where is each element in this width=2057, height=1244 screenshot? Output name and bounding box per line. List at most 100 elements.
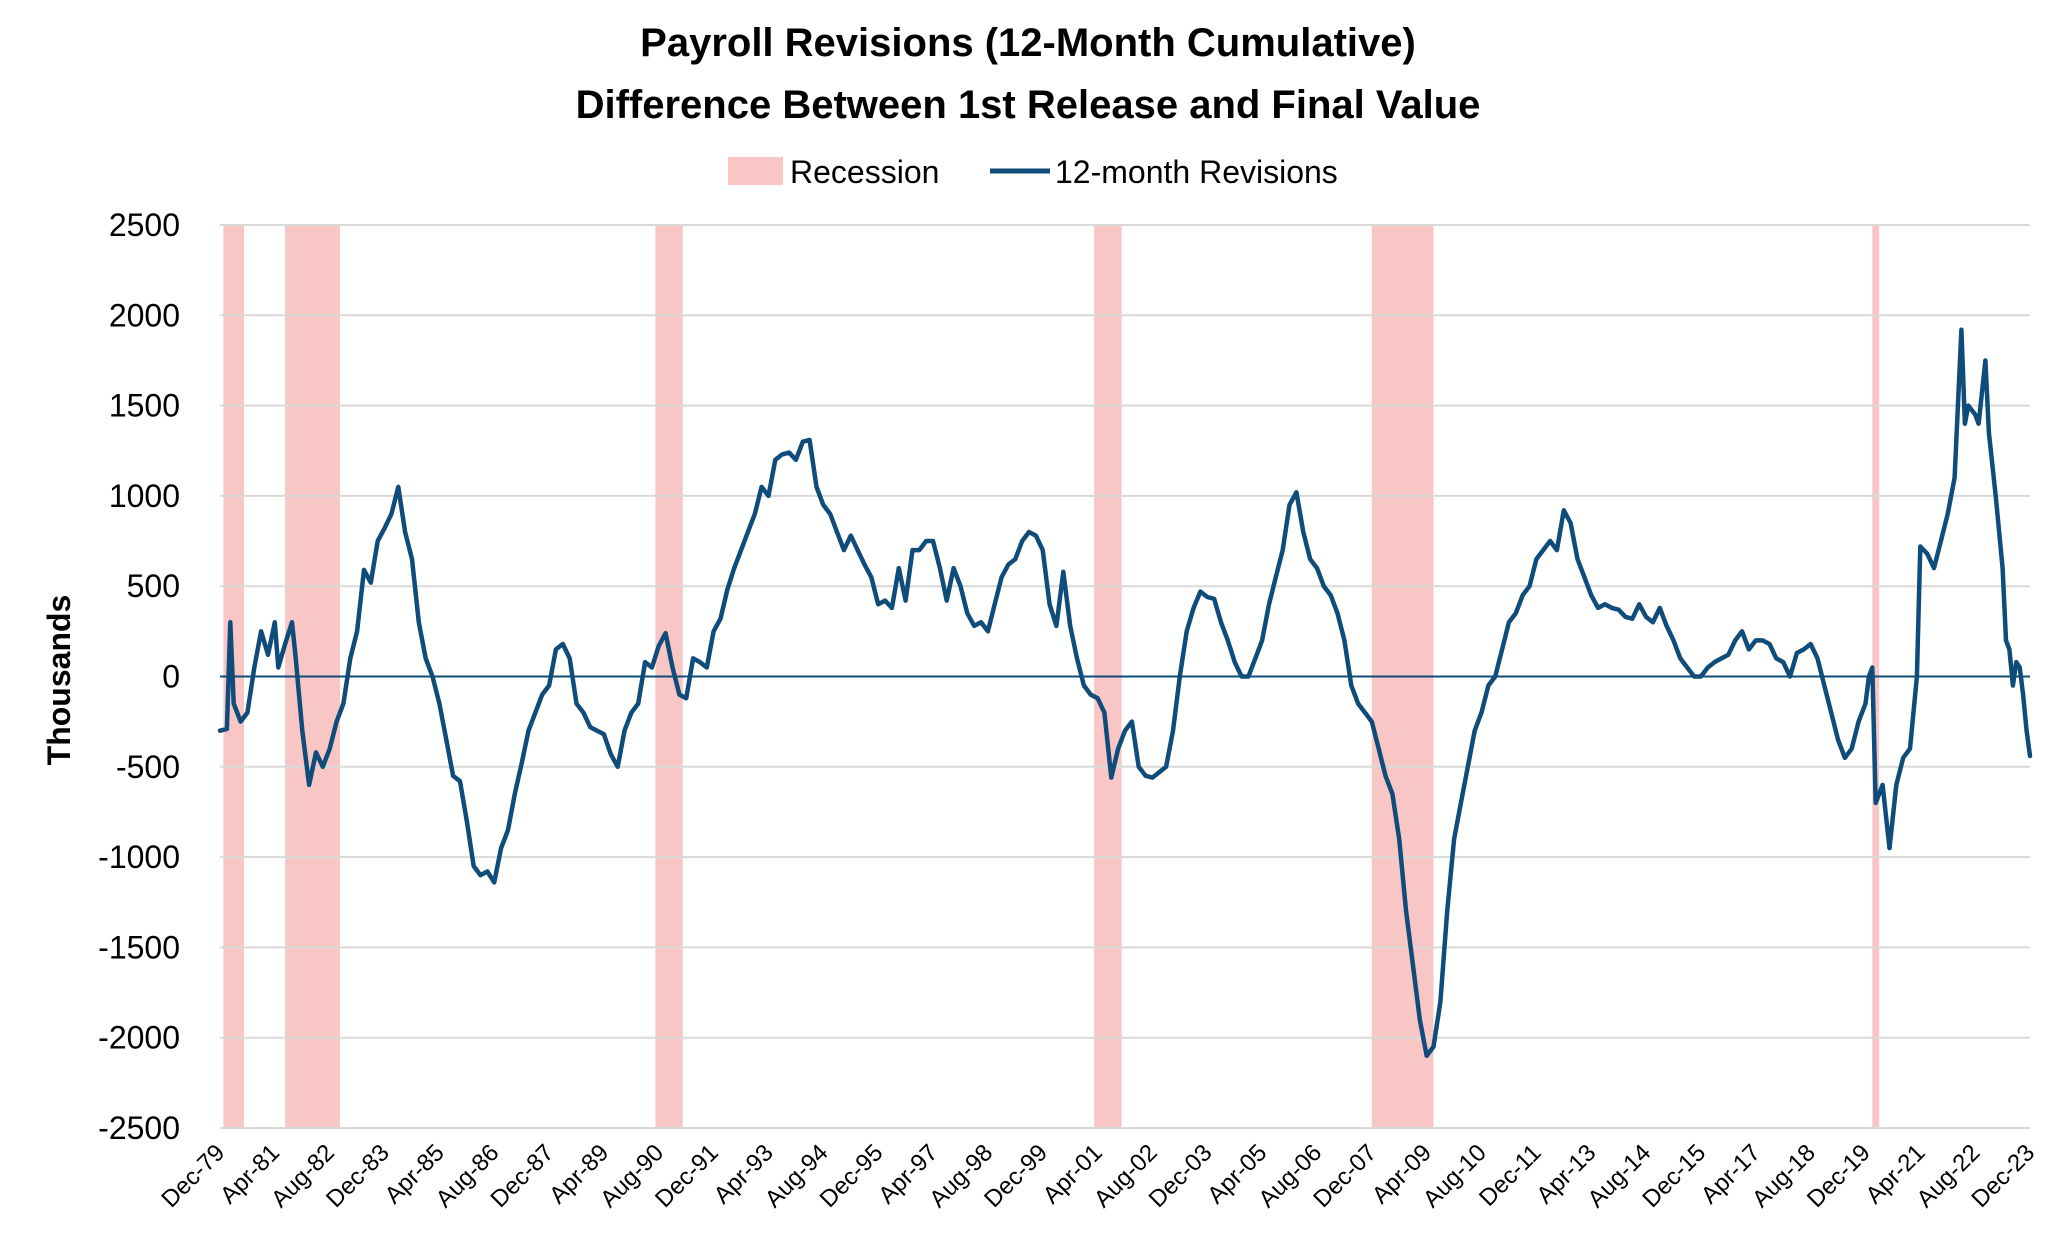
data-point: [1095, 696, 1099, 700]
data-point: [1473, 729, 1477, 733]
data-point: [595, 729, 599, 733]
data-point: [355, 629, 359, 633]
data-point: [842, 548, 846, 552]
data-point: [424, 656, 428, 660]
data-point: [1370, 719, 1374, 723]
data-point: [300, 729, 304, 733]
data-point: [2007, 647, 2011, 651]
data-point: [520, 761, 524, 765]
data-point: [1706, 665, 1710, 669]
data-point: [540, 692, 544, 696]
data-point: [1191, 606, 1195, 610]
data-point: [979, 620, 983, 624]
data-point: [711, 629, 715, 633]
y-tick-label: 2500: [109, 207, 180, 243]
data-point: [1205, 595, 1209, 599]
data-point: [1226, 638, 1230, 642]
data-point: [1260, 638, 1264, 642]
data-point: [849, 533, 853, 537]
y-tick-label: 500: [127, 568, 180, 604]
data-point: [1123, 729, 1127, 733]
data-point: [1671, 638, 1675, 642]
x-tick-label: Dec-99: [979, 1139, 1053, 1213]
legend-recession-swatch: [728, 157, 783, 185]
data-point: [1658, 606, 1662, 610]
data-point: [801, 440, 805, 444]
data-point: [276, 665, 280, 669]
data-point: [1171, 729, 1175, 733]
data-point: [1959, 328, 1963, 332]
x-tick-label: Dec-83: [321, 1139, 395, 1213]
data-point: [1802, 647, 1806, 651]
data-point: [1678, 656, 1682, 660]
data-point: [1479, 710, 1483, 714]
data-point: [1020, 539, 1024, 543]
data-point: [2000, 566, 2004, 570]
data-point: [1335, 611, 1339, 615]
data-point: [506, 828, 510, 832]
data-point: [1534, 557, 1538, 561]
data-point: [478, 873, 482, 877]
data-point: [1527, 584, 1531, 588]
data-point: [1390, 792, 1394, 796]
data-point: [705, 665, 709, 669]
data-point: [917, 548, 921, 552]
data-point: [1863, 701, 1867, 705]
data-point: [1719, 656, 1723, 660]
data-point: [835, 530, 839, 534]
data-point: [1034, 533, 1038, 537]
data-point: [1918, 544, 1922, 548]
data-point: [1164, 765, 1168, 769]
data-point: [1946, 512, 1950, 516]
data-point: [1109, 775, 1113, 779]
data-point: [1246, 674, 1250, 678]
data-point: [1185, 629, 1189, 633]
y-tick-label: 0: [162, 659, 180, 695]
data-point: [218, 729, 222, 733]
data-point: [1880, 783, 1884, 787]
data-point: [554, 647, 558, 651]
data-point: [1843, 756, 1847, 760]
data-point: [732, 566, 736, 570]
data-point: [718, 617, 722, 621]
data-point: [547, 683, 551, 687]
data-point: [1281, 548, 1285, 552]
data-point: [1541, 548, 1545, 552]
data-point: [328, 747, 332, 751]
plot-area: 2500 2000 1500 1000 500 0 -500 -1000 -1500 -2000 -…: [98, 207, 2040, 1213]
data-point: [437, 701, 441, 705]
data-point: [499, 846, 503, 850]
data-point: [1760, 638, 1764, 642]
data-point: [362, 568, 366, 572]
data-point: [485, 869, 489, 873]
data-point: [1692, 674, 1696, 678]
data-point: [574, 701, 578, 705]
data-point: [807, 438, 811, 442]
series-line-12-month-revisions: [217, 327, 2033, 1059]
data-point: [1575, 557, 1579, 561]
data-point: [1342, 638, 1346, 642]
data-point: [1987, 431, 1991, 435]
x-tick-label: Dec-19: [1802, 1139, 1876, 1213]
data-point: [663, 631, 667, 635]
data-point: [588, 725, 592, 729]
data-point: [684, 696, 688, 700]
y-tick-label: -1500: [98, 929, 180, 965]
data-point: [1212, 597, 1216, 601]
data-point: [1952, 476, 1956, 480]
y-tick-label: -1000: [98, 839, 180, 875]
data-point: [526, 729, 530, 733]
data-point: [1054, 624, 1058, 628]
data-point: [369, 580, 373, 584]
data-point: [1150, 775, 1154, 779]
data-point: [1431, 1045, 1435, 1049]
x-tick-label: Dec-23: [1966, 1139, 2040, 1213]
data-point: [1616, 608, 1620, 612]
data-point: [1006, 562, 1010, 566]
data-point: [753, 512, 757, 516]
data-point: [513, 792, 517, 796]
data-point: [1356, 701, 1360, 705]
data-point: [2011, 683, 2015, 687]
data-point: [1274, 575, 1278, 579]
